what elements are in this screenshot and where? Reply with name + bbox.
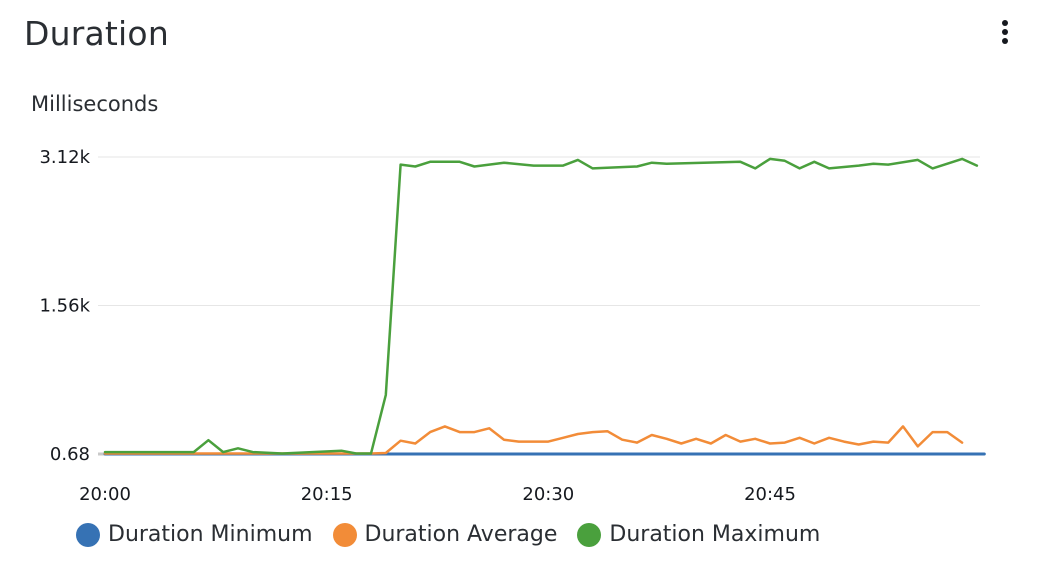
series-line-maximum <box>103 157 979 455</box>
y-axis-ticks: 3.12k 1.56k 0.68 <box>39 147 90 465</box>
legend-label: Duration Minimum <box>108 522 313 547</box>
y-tick-label: 3.12k <box>39 147 90 168</box>
series-line-average <box>103 425 964 455</box>
x-tick-label: 20:30 <box>522 484 574 505</box>
legend-item-average[interactable]: Duration Average <box>332 522 558 547</box>
chart-legend: Duration Minimum Duration Average Duration… <box>76 522 820 547</box>
menu-dot <box>1002 20 1008 26</box>
x-tick-label: 20:45 <box>744 484 796 505</box>
legend-label: Duration Average <box>364 522 558 547</box>
y-tick-label: 0.68 <box>50 444 90 465</box>
legend-label: Duration Maximum <box>609 522 821 547</box>
legend-swatch-maximum <box>577 522 602 547</box>
x-tick-label: 20:15 <box>301 484 353 505</box>
legend-item-maximum[interactable]: Duration Maximum <box>577 522 820 547</box>
legend-swatch-minimum <box>76 522 100 547</box>
y-axis-unit-label: Milliseconds <box>31 92 159 116</box>
menu-dot <box>1002 38 1008 44</box>
x-tick-label: 20:00 <box>79 484 131 505</box>
legend-item-minimum[interactable]: Duration Minimum <box>76 522 313 547</box>
series-layer <box>103 157 986 456</box>
menu-dot <box>1002 29 1008 35</box>
legend-swatch-average <box>332 522 357 547</box>
x-axis-ticks: 20:00 20:15 20:30 20:45 <box>79 484 796 505</box>
y-tick-label: 1.56k <box>39 296 90 317</box>
more-vertical-icon[interactable] <box>994 14 1016 50</box>
grid-layer <box>98 156 980 456</box>
widget-title: Duration <box>24 14 169 53</box>
